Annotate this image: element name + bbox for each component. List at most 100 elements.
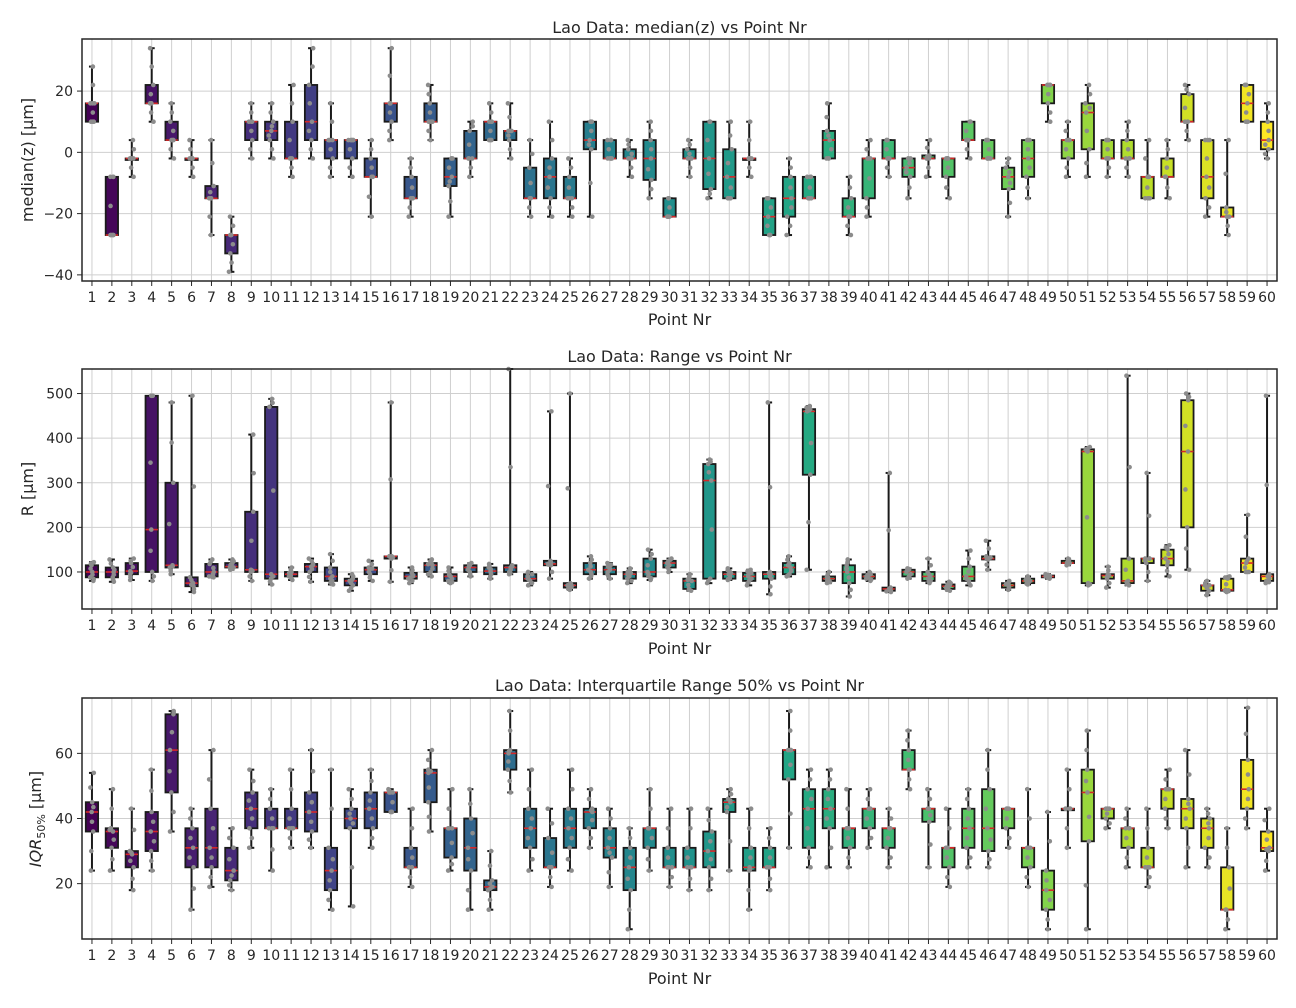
data-point — [1225, 223, 1231, 229]
data-point — [446, 565, 451, 570]
data-point — [964, 835, 970, 841]
data-point — [904, 165, 909, 170]
data-point — [745, 580, 751, 586]
data-point — [327, 878, 332, 883]
data-point — [446, 214, 451, 219]
data-point — [905, 156, 911, 161]
data-point — [905, 738, 910, 743]
data-point — [1064, 825, 1070, 831]
data-point — [628, 165, 634, 170]
x-tick-label: 31 — [681, 290, 699, 306]
data-point — [267, 796, 273, 802]
data-point — [249, 816, 255, 821]
data-point — [149, 868, 155, 873]
data-point — [368, 156, 374, 161]
data-point — [190, 174, 196, 180]
data-point — [249, 137, 255, 143]
data-point — [208, 232, 214, 238]
data-point — [1006, 586, 1012, 592]
data-point — [588, 146, 594, 152]
data-point — [208, 559, 214, 565]
x-tick-label: 34 — [740, 948, 758, 964]
data-point — [348, 816, 353, 821]
data-point — [709, 527, 715, 532]
data-point — [547, 205, 552, 210]
data-point — [166, 521, 172, 527]
data-point — [645, 825, 651, 831]
box-34 — [742, 806, 757, 912]
data-point — [408, 165, 413, 170]
box-28 — [622, 137, 637, 180]
data-point — [947, 884, 953, 890]
data-point — [507, 728, 513, 733]
x-tick-label: 6 — [187, 290, 196, 306]
data-point — [1045, 809, 1050, 815]
data-point — [229, 887, 234, 893]
data-point — [1162, 806, 1168, 812]
data-point — [246, 845, 252, 851]
data-point — [1202, 845, 1208, 851]
data-point — [370, 845, 375, 851]
box-51 — [1080, 444, 1095, 588]
data-point — [487, 574, 493, 579]
data-point — [1245, 705, 1251, 711]
data-point — [407, 874, 413, 880]
data-point — [1262, 151, 1268, 157]
box-4 — [144, 393, 159, 584]
data-point — [1083, 926, 1089, 932]
box-15 — [363, 767, 378, 851]
data-point — [845, 835, 851, 841]
x-tick-label: 43 — [920, 618, 938, 634]
data-point — [1207, 816, 1213, 821]
data-point — [1183, 865, 1188, 870]
data-point — [629, 578, 634, 584]
data-point — [227, 878, 233, 883]
data-point — [1166, 551, 1171, 557]
data-point — [425, 757, 431, 763]
data-point — [1183, 487, 1188, 492]
data-point — [825, 786, 831, 792]
data-point — [530, 856, 535, 862]
data-point — [488, 570, 494, 575]
box-9 — [244, 101, 259, 161]
data-point — [768, 825, 773, 831]
data-point — [510, 564, 515, 569]
data-point — [568, 581, 574, 587]
box-52 — [1100, 137, 1115, 180]
x-tick-label: 44 — [939, 618, 957, 634]
data-point — [307, 101, 313, 106]
y-tick-label: 400 — [46, 431, 73, 447]
data-point — [827, 777, 833, 782]
data-point — [1047, 119, 1053, 125]
data-point — [1063, 146, 1069, 152]
data-point — [1182, 82, 1188, 88]
data-point — [868, 577, 874, 583]
data-point — [784, 232, 789, 238]
box-54 — [1140, 470, 1155, 584]
data-point — [270, 847, 275, 852]
data-point — [943, 174, 949, 180]
data-point — [386, 137, 392, 143]
x-tick-label: 1 — [87, 948, 96, 964]
data-point — [327, 569, 333, 575]
x-tick-label: 3 — [127, 948, 136, 964]
data-point — [1105, 572, 1111, 578]
box-29 — [642, 786, 657, 873]
data-point — [207, 845, 212, 851]
data-point — [1227, 574, 1232, 579]
data-point — [845, 205, 851, 210]
data-point — [607, 825, 613, 831]
box-17 — [403, 806, 418, 890]
data-point — [430, 566, 435, 571]
x-tick-label: 35 — [760, 290, 778, 306]
x-tick-label: 15 — [362, 618, 380, 634]
x-tick-label: 13 — [322, 948, 340, 964]
data-point — [507, 708, 512, 714]
data-point — [387, 579, 393, 585]
data-point — [665, 845, 670, 851]
data-point — [847, 594, 852, 599]
data-point — [1263, 142, 1268, 147]
data-point — [167, 829, 173, 834]
data-point — [1167, 767, 1172, 772]
